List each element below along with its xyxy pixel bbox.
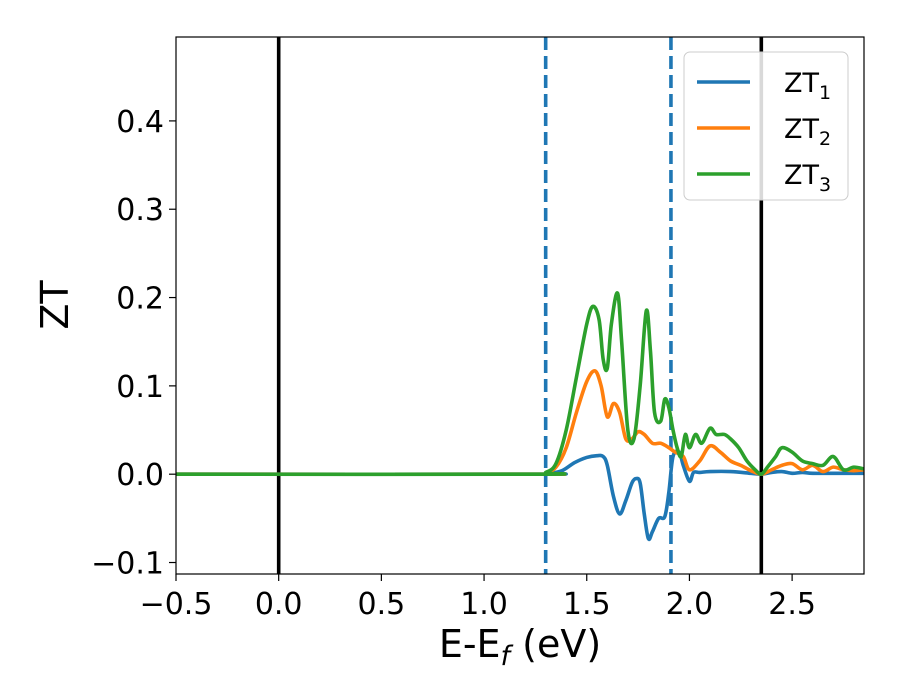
- y-tick-label: 0.2: [116, 282, 164, 317]
- x-tick-label: 1.0: [460, 587, 508, 622]
- x-axis-ticks: −0.5 0.0 0.5 1.0 1.5 2.0 2.5: [140, 574, 816, 622]
- x-tick-label: 2.0: [666, 587, 714, 622]
- y-tick-label: 0.0: [116, 458, 164, 493]
- y-tick-label: 0.3: [116, 193, 164, 228]
- x-tick-label: 0.5: [358, 587, 406, 622]
- y-tick-label: −0.1: [91, 547, 164, 582]
- x-axis-label: E-Ef (eV): [439, 622, 601, 672]
- x-tick-label: 2.5: [768, 587, 816, 622]
- legend-label-zt3: ZT3: [784, 160, 831, 196]
- series-lines: [176, 291, 864, 542]
- y-tick-label: 0.1: [116, 370, 164, 405]
- y-axis-label: ZT: [33, 280, 77, 330]
- series-line-zt2: [176, 369, 864, 477]
- legend-label-zt1: ZT1: [784, 68, 831, 104]
- y-axis-ticks: −0.1 0.0 0.1 0.2 0.3 0.4: [91, 105, 176, 582]
- x-tick-label: 0.0: [255, 587, 303, 622]
- plot-frame: [175, 36, 865, 575]
- legend-label-zt2: ZT2: [784, 114, 831, 150]
- legend: ZT1 ZT2 ZT3: [683, 51, 849, 201]
- series-line-zt3: [176, 291, 864, 477]
- y-tick-label: 0.4: [116, 105, 164, 140]
- x-tick-label: −0.5: [140, 587, 213, 622]
- x-tick-label: 1.5: [563, 587, 611, 622]
- legend-box: [683, 51, 849, 201]
